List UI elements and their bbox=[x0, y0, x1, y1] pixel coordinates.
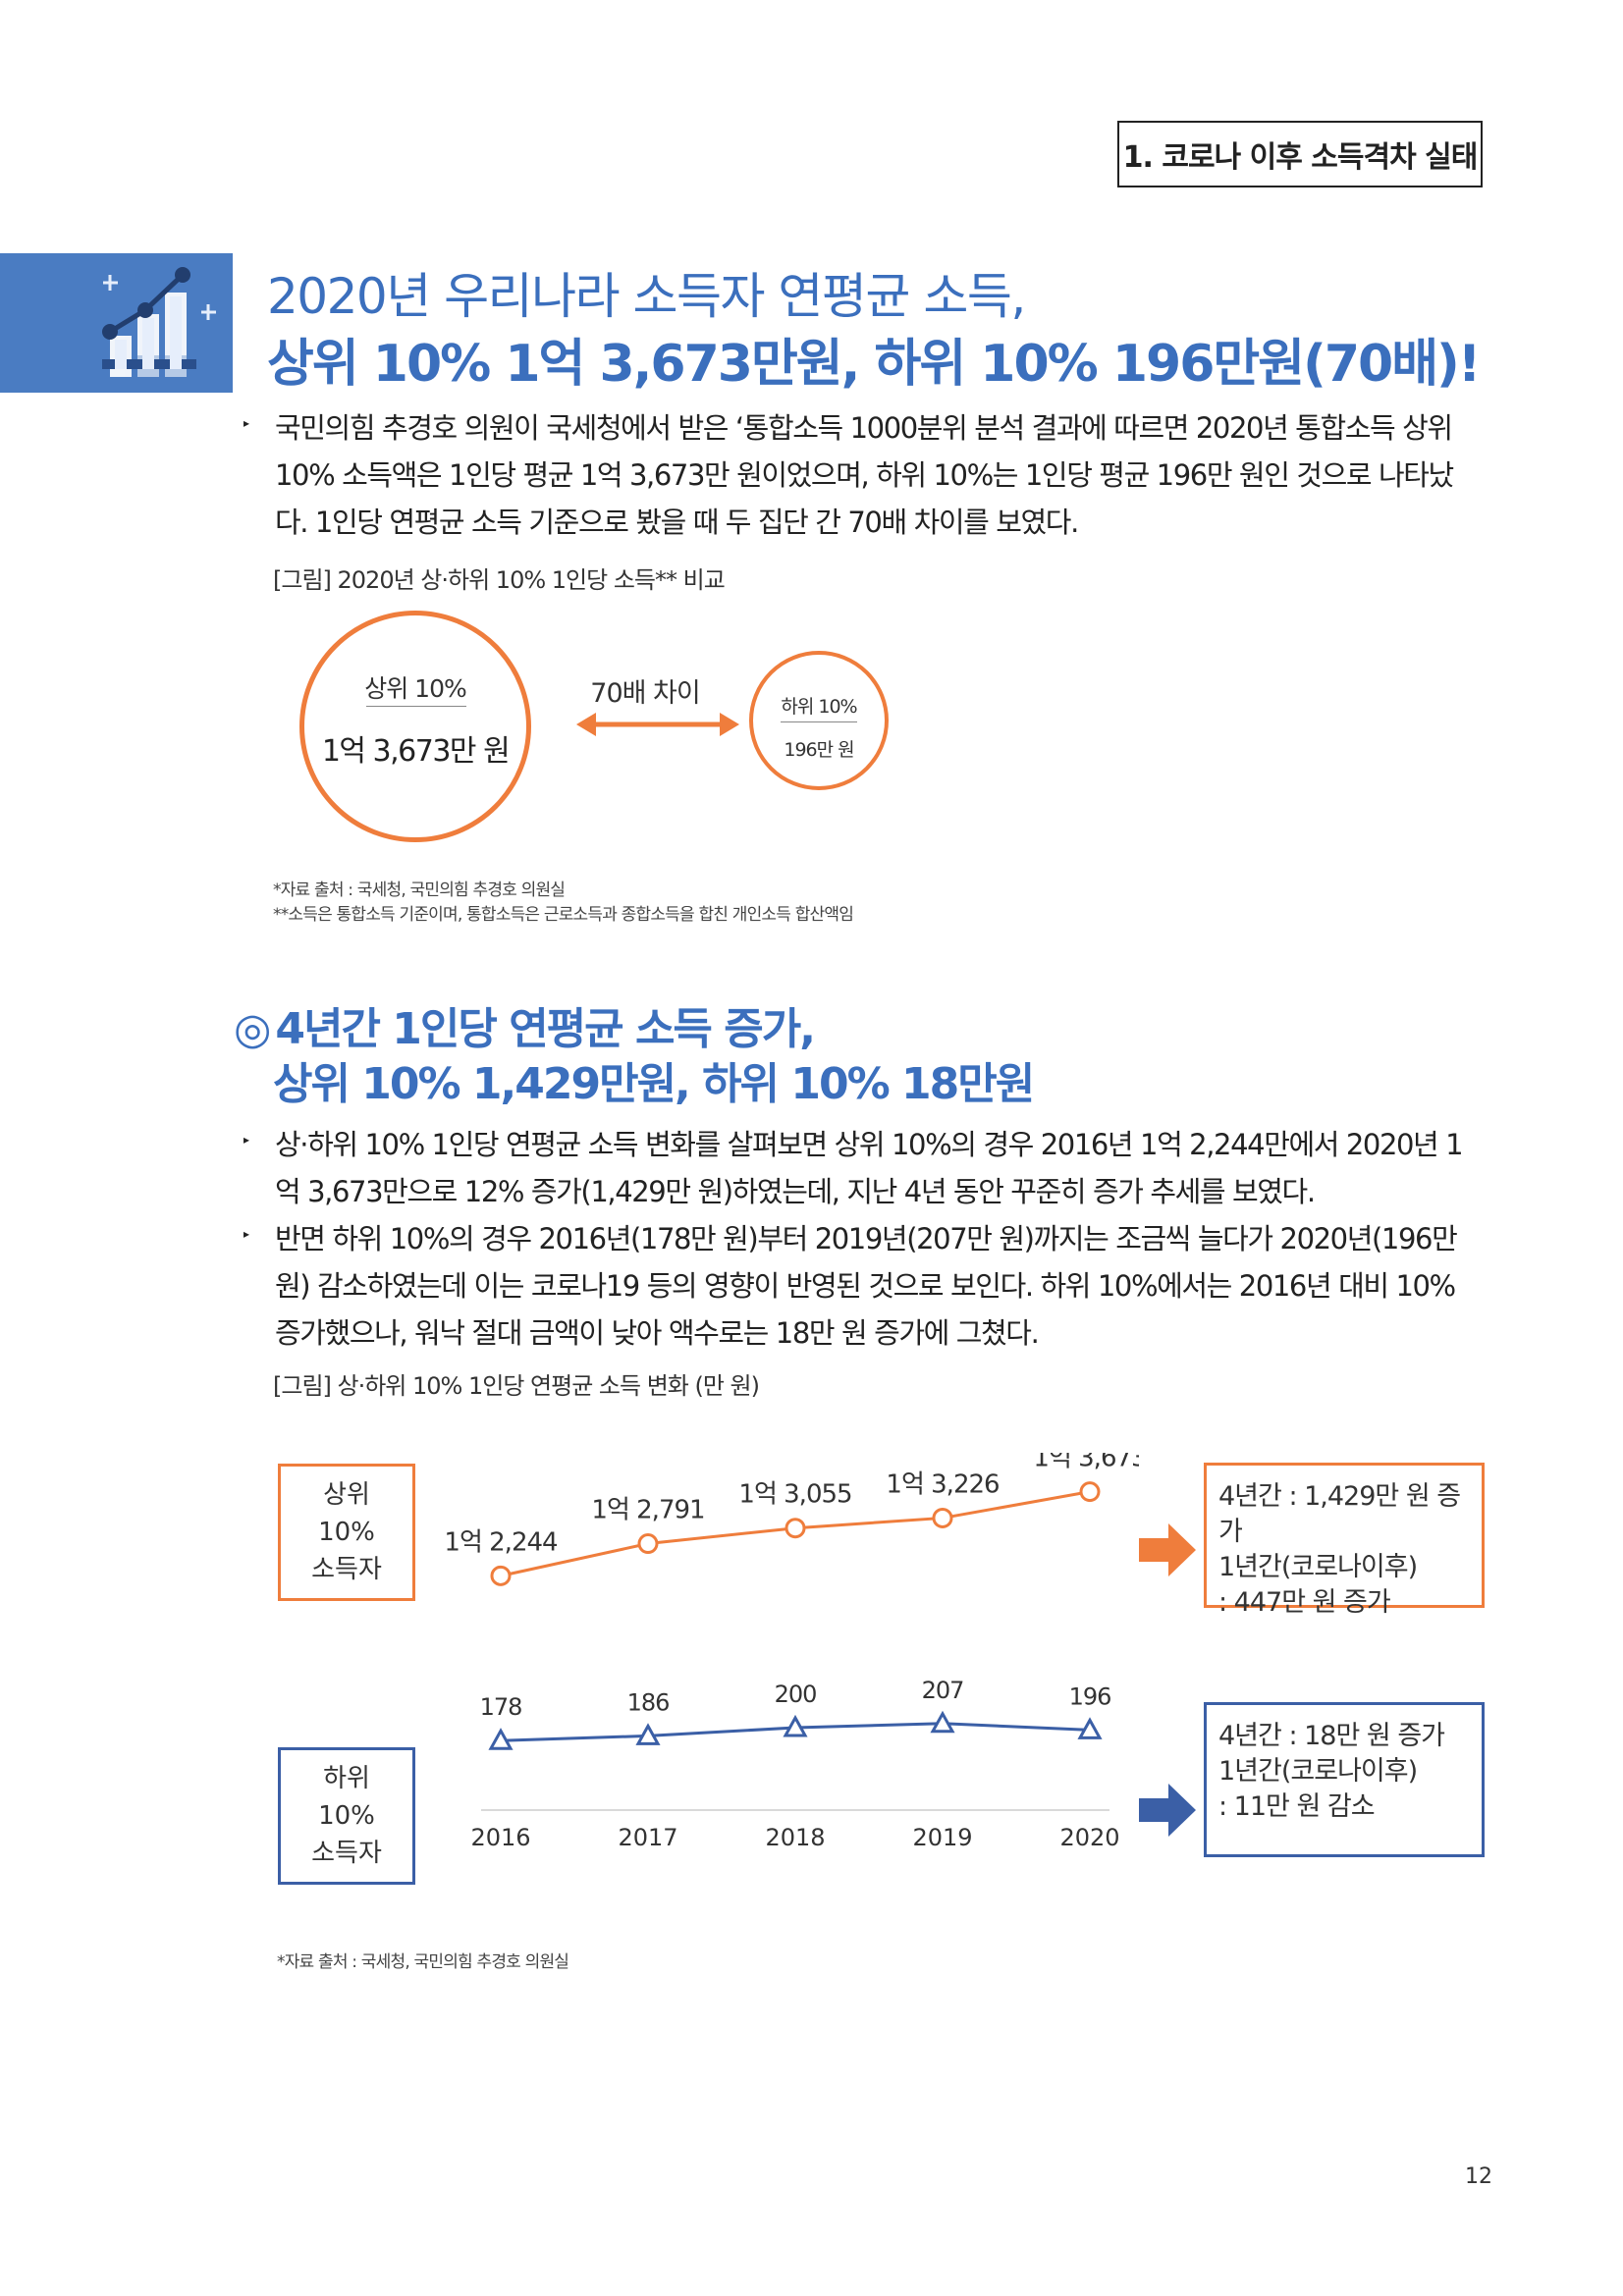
income-change-chart: 1억 2,244 1억 2,791 1억 3,055 1억 3,226 1억 3,673… bbox=[444, 1453, 1139, 1851]
bottom-series-point bbox=[930, 1710, 955, 1734]
x-tick-label: 2020 bbox=[1059, 1824, 1119, 1851]
data-label: 207 bbox=[922, 1677, 964, 1704]
section1-paragraph: 국민의힘 추경호 의원이 국세청에서 받은 ‘통합소득 1000분위 분석 결과… bbox=[275, 404, 1492, 546]
data-label: 1억 3,226 bbox=[886, 1469, 999, 1499]
income-definition-note: **소득은 통합소득 기준이며, 통합소득은 근로소득과 종합소득을 합친 개인… bbox=[273, 905, 854, 925]
section1-title-line2: 상위 10% 1억 3,673만원, 하위 10% 196만원(70배)! bbox=[267, 335, 1482, 394]
top-income-circle bbox=[299, 611, 531, 842]
box-line: 소득자 bbox=[311, 1555, 382, 1584]
summary-line: 1년간(코로나이후) bbox=[1218, 1756, 1418, 1787]
bottom-series-point bbox=[1077, 1717, 1103, 1739]
section2-title-line1: ◎ 4년간 1인당 연평균 소득 증가, bbox=[234, 993, 816, 1056]
x-tick-label: 2016 bbox=[470, 1824, 530, 1851]
summary-line: : 447만 원 증가 bbox=[1218, 1587, 1391, 1618]
section1-title-line1: 2020년 우리나라 소득자 연평균 소득, bbox=[267, 268, 1026, 325]
section2-title-line2: 상위 10% 1,429만원, 하위 10% 18만원 bbox=[273, 1059, 1035, 1109]
bottom-summary-box: 4년간 : 18만 원 증가 1년간(코로나이후) : 11만 원 감소 bbox=[1204, 1702, 1485, 1857]
data-label: 1억 3,673 bbox=[1033, 1453, 1139, 1473]
double-arrow-icon bbox=[576, 713, 739, 736]
top-series-point bbox=[1079, 1481, 1101, 1503]
divider bbox=[366, 706, 466, 707]
source-note: *자료 출처 : 국세청, 국민의힘 추경호 의원실 bbox=[273, 881, 566, 900]
box-line: 10% bbox=[318, 1518, 375, 1547]
top-series-point bbox=[784, 1518, 806, 1539]
box-line: 상위 bbox=[323, 1480, 370, 1510]
box-line: 소득자 bbox=[311, 1839, 382, 1868]
section2-title-text: 4년간 1인당 연평균 소득 증가, bbox=[275, 1004, 815, 1054]
section2-bullet1: 상·하위 10% 1인당 연평균 소득 변화를 살펴보면 상위 10%의 경우 … bbox=[275, 1121, 1492, 1215]
bullet-triangle-icon: ▸ bbox=[243, 416, 250, 430]
summary-line: 1년간(코로나이후) bbox=[1218, 1552, 1418, 1582]
paragraph-line: 국민의힘 추경호 의원이 국세청에서 받은 ‘통합소득 1000분위 분석 결과… bbox=[275, 411, 1453, 445]
data-label: 186 bbox=[627, 1688, 670, 1716]
bar-chart-growth-icon bbox=[0, 253, 233, 393]
figure2-caption: [그림] 상·하위 10% 1인당 연평균 소득 변화 (만 원) bbox=[273, 1372, 760, 1400]
gap-label: 70배 차이 bbox=[590, 678, 700, 709]
divider bbox=[781, 721, 857, 722]
top-group-box: 상위 10% 소득자 bbox=[278, 1464, 415, 1601]
summary-line: 4년간 : 18만 원 증가 bbox=[1218, 1721, 1445, 1751]
data-label: 1억 2,244 bbox=[444, 1527, 558, 1557]
bottom-series-point bbox=[635, 1723, 661, 1745]
box-line: 하위 bbox=[323, 1764, 370, 1793]
right-arrow-icon bbox=[1139, 1784, 1196, 1837]
data-label: 178 bbox=[480, 1693, 522, 1721]
paragraph-line: 증가했으나, 워낙 절대 금액이 낮아 액수로는 18만 원 증가에 그쳤다. bbox=[275, 1316, 1040, 1350]
paragraph-line: 다. 1인당 연평균 소득 기준으로 봤을 때 두 집단 간 70배 차이를 보… bbox=[275, 506, 1079, 539]
data-label: 1억 3,055 bbox=[738, 1480, 851, 1510]
data-label: 200 bbox=[775, 1681, 817, 1708]
paragraph-line: 상·하위 10% 1인당 연평균 소득 변화를 살펴보면 상위 10%의 경우 … bbox=[275, 1128, 1464, 1161]
bullet-triangle-icon: ▸ bbox=[243, 1227, 250, 1241]
summary-line: : 11만 원 감소 bbox=[1218, 1791, 1376, 1822]
x-tick-label: 2019 bbox=[912, 1824, 972, 1851]
paragraph-line: 원) 감소하였는데 이는 코로나19 등의 영향이 반영된 것으로 보인다. 하… bbox=[275, 1269, 1456, 1303]
top-series-point bbox=[932, 1507, 953, 1528]
bottom-group-box: 하위 10% 소득자 bbox=[278, 1747, 415, 1885]
source-note: *자료 출처 : 국세청, 국민의힘 추경호 의원실 bbox=[277, 1952, 569, 1972]
top-income-label: 상위 10% bbox=[364, 674, 467, 703]
summary-line: 4년간 : 1,429만 원 증가 bbox=[1218, 1481, 1461, 1547]
double-circle-icon: ◎ bbox=[234, 1004, 271, 1054]
bottom-income-value: 196만 원 bbox=[784, 739, 854, 761]
top-series-point bbox=[490, 1565, 512, 1586]
paragraph-line: 10% 소득액은 1인당 평균 1억 3,673만 원이었으며, 하위 10%는… bbox=[275, 458, 1454, 492]
box-line: 10% bbox=[318, 1801, 375, 1831]
top-series-point bbox=[637, 1533, 659, 1555]
paragraph-line: 억 3,673만으로 12% 증가(1,429만 원)하였는데, 지난 4년 동… bbox=[275, 1175, 1316, 1208]
bottom-income-label: 하위 10% bbox=[781, 696, 857, 718]
x-tick-label: 2017 bbox=[618, 1824, 677, 1851]
bottom-income-circle bbox=[749, 651, 889, 790]
data-label: 1억 2,791 bbox=[591, 1496, 704, 1525]
data-label: 196 bbox=[1069, 1682, 1111, 1710]
right-arrow-icon bbox=[1139, 1523, 1196, 1576]
figure1-caption: [그림] 2020년 상·하위 10% 1인당 소득** 비교 bbox=[273, 566, 726, 594]
bottom-series-point bbox=[783, 1714, 808, 1737]
x-tick-label: 2018 bbox=[765, 1824, 825, 1851]
bottom-series-point bbox=[488, 1728, 514, 1750]
section2-bullet2: 반면 하위 10%의 경우 2016년(178만 원)부터 2019년(207만… bbox=[275, 1215, 1492, 1357]
bullet-triangle-icon: ▸ bbox=[243, 1133, 250, 1147]
section-tag: 1. 코로나 이후 소득격차 실태 bbox=[1117, 121, 1483, 187]
top-income-value: 1억 3,673만 원 bbox=[321, 734, 511, 769]
paragraph-line: 반면 하위 10%의 경우 2016년(178만 원)부터 2019년(207만… bbox=[275, 1222, 1458, 1255]
top-summary-box: 4년간 : 1,429만 원 증가 1년간(코로나이후) : 447만 원 증가 bbox=[1204, 1463, 1485, 1618]
page-number: 12 bbox=[1465, 2164, 1492, 2189]
